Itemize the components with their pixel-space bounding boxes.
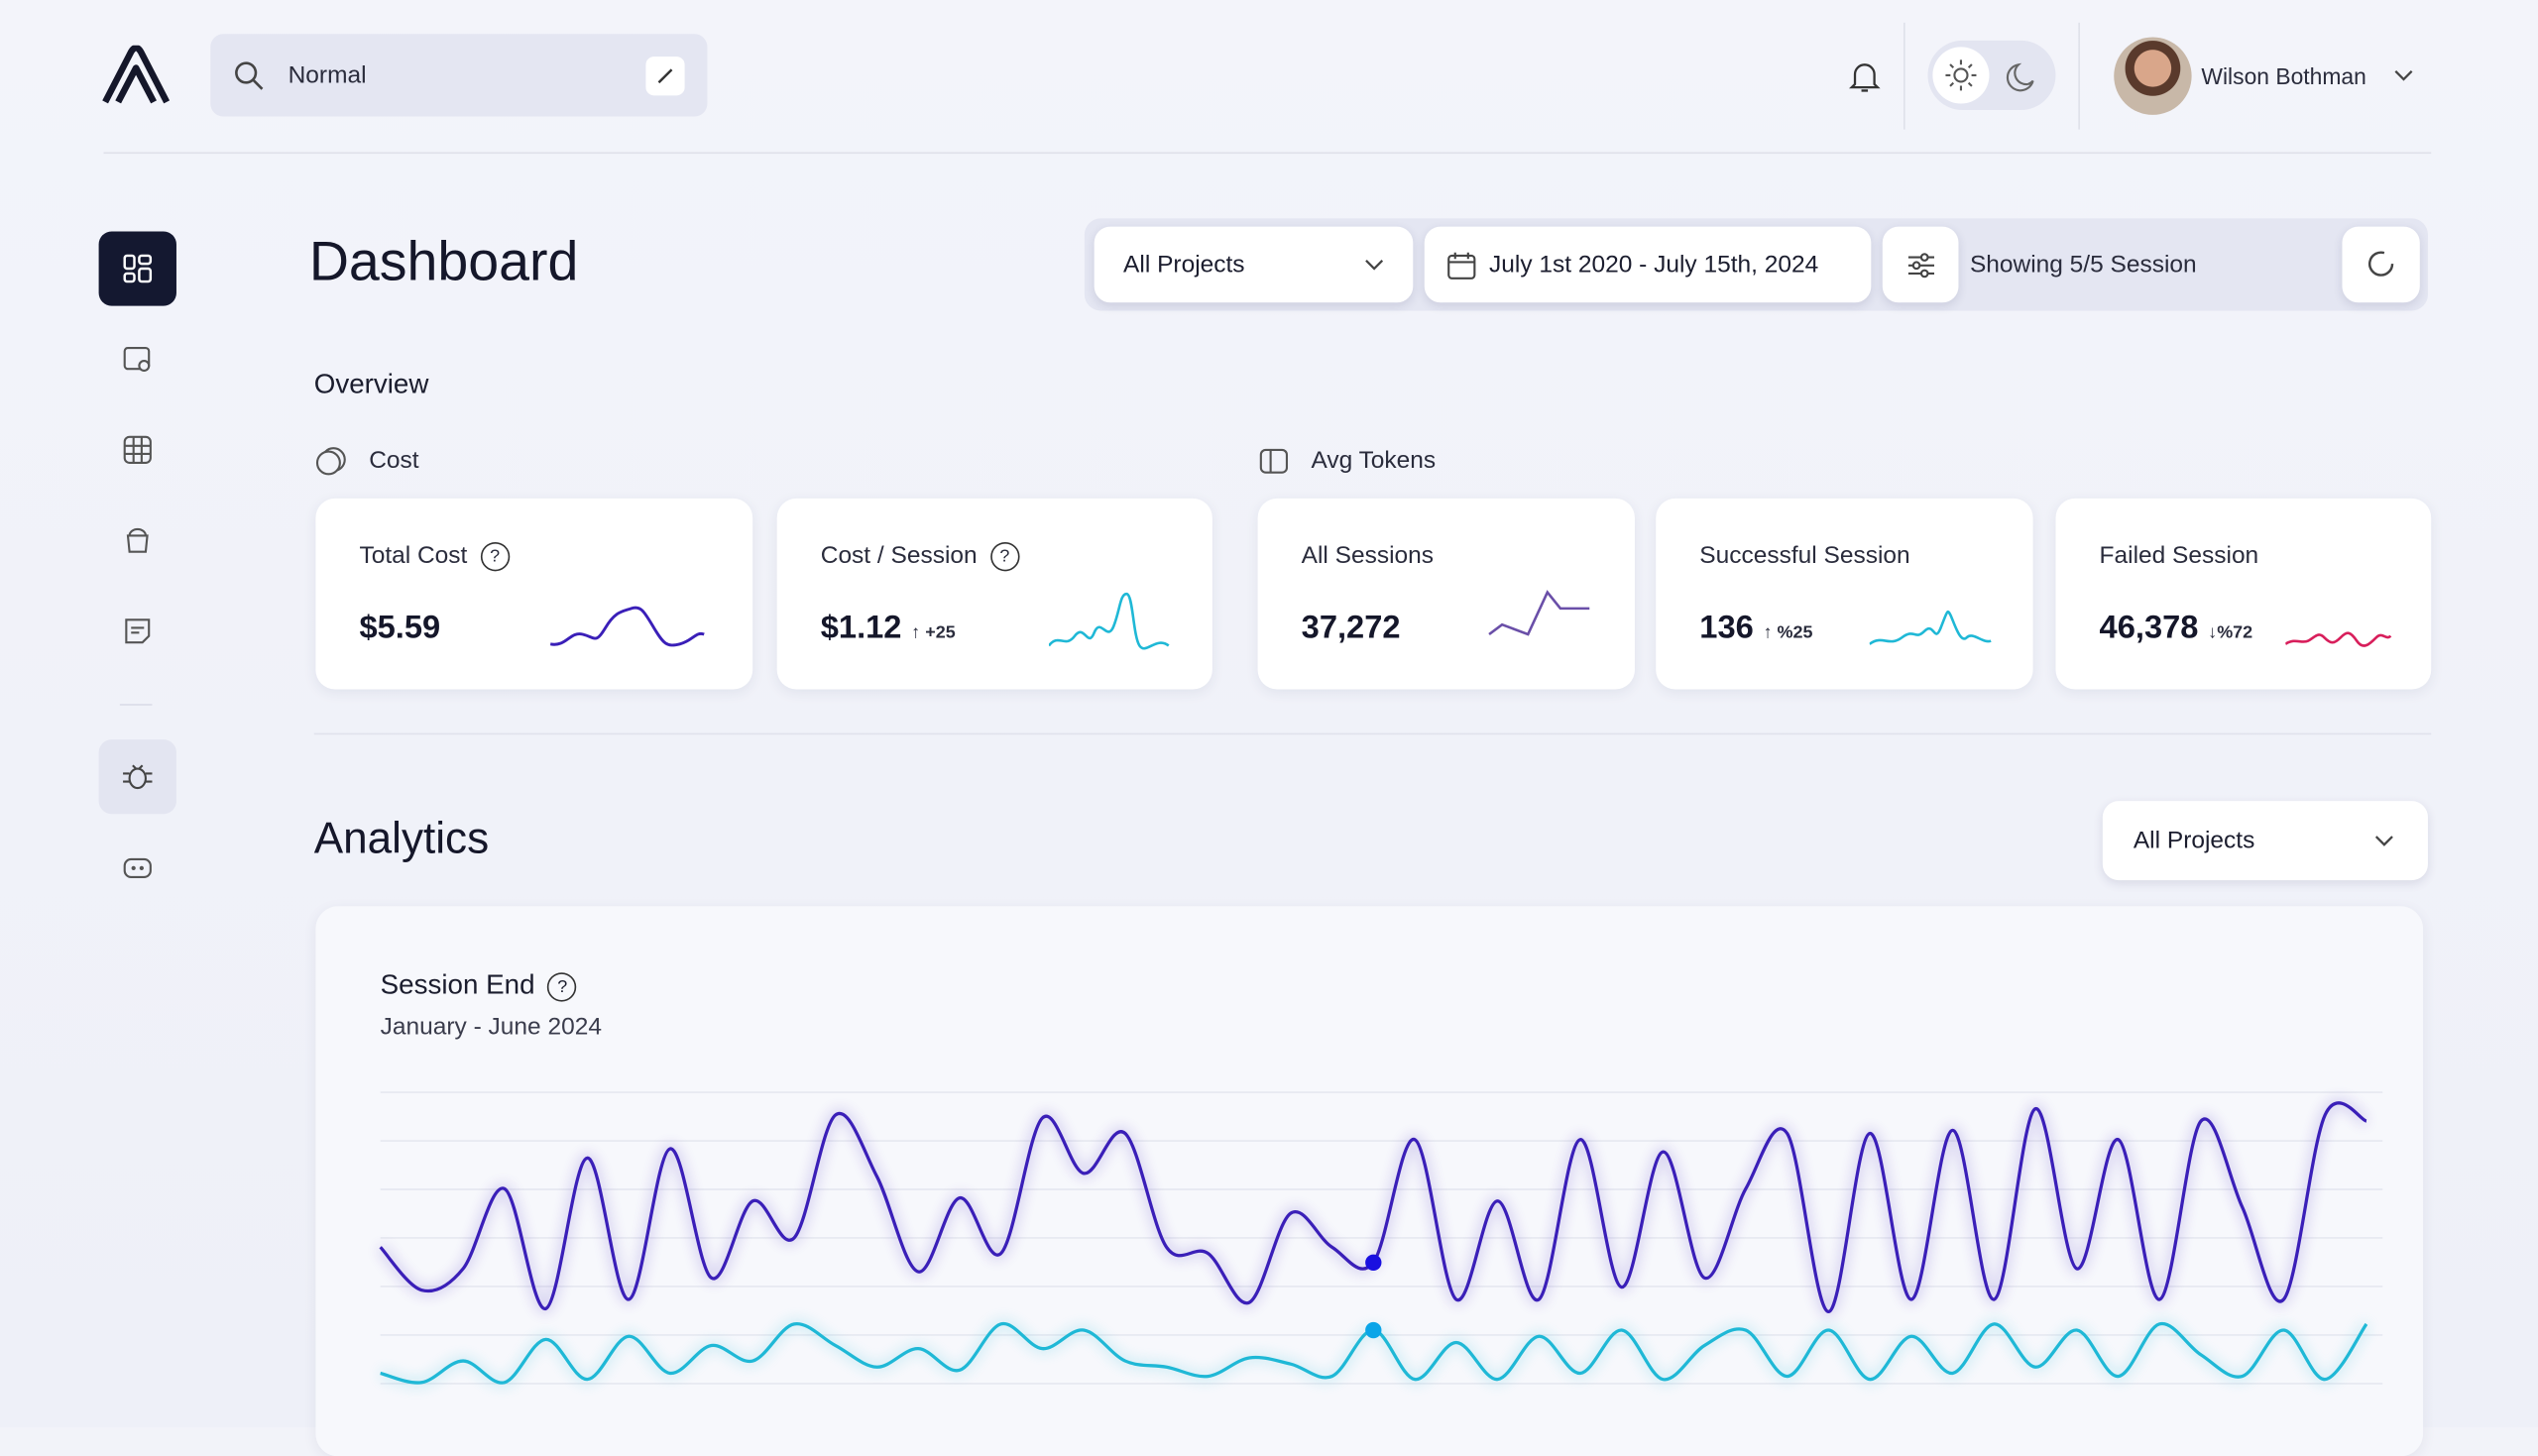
tokens-icon: [1259, 448, 1289, 474]
nav-debug[interactable]: [98, 739, 176, 815]
edit-button[interactable]: [645, 56, 685, 96]
card-value: 37,272: [1301, 610, 1401, 646]
nav-divider: [119, 704, 153, 706]
card-value: $1.12 ↑ +25: [821, 611, 956, 648]
card-label: Total Cost?: [359, 541, 510, 572]
sparkline: [2285, 631, 2392, 647]
nav-community[interactable]: [99, 831, 176, 905]
user-name[interactable]: Wilson Bothman: [2201, 62, 2366, 89]
nav-grid[interactable]: [99, 412, 176, 487]
sparkline: [1488, 590, 1590, 636]
stat-card[interactable]: Cost / Session? $1.12 ↑ +25: [776, 498, 1212, 690]
card-change: ↑ %25: [1763, 622, 1813, 643]
stat-card[interactable]: Failed Session 46,378 ↓%72: [2055, 498, 2432, 690]
date-range-text: July 1st 2020 - July 15th, 2024: [1489, 251, 1819, 279]
card-label: Successful Session: [1699, 541, 1910, 570]
card-change-text: %25: [1777, 622, 1813, 643]
stat-card[interactable]: Successful Session 136 ↑ %25: [1656, 498, 2033, 690]
divider: [1903, 22, 1905, 130]
date-range[interactable]: July 1st 2020 - July 15th, 2024: [1424, 226, 1872, 303]
header-divider: [103, 152, 2432, 155]
analytics-project-select[interactable]: All Projects: [2102, 801, 2428, 881]
divider: [2078, 22, 2080, 130]
filter-button[interactable]: [1882, 226, 1959, 303]
avatar[interactable]: [2114, 37, 2192, 115]
line-glow: [376, 1098, 2369, 1317]
card-label-text: Total Cost: [359, 541, 468, 570]
tokens-group-label: Avg Tokens: [1311, 446, 1437, 475]
hover-point: [1365, 1254, 1382, 1271]
card-change-text: %72: [2217, 622, 2253, 643]
user-menu-chevron[interactable]: [2392, 64, 2415, 87]
card-label: Cost / Session?: [820, 541, 1020, 572]
card-change: ↑ +25: [911, 622, 956, 643]
project-select[interactable]: All Projects: [1094, 226, 1414, 303]
sparkline: [550, 606, 705, 647]
cost-group-label: Cost: [369, 446, 419, 475]
card-label: Failed Session: [2099, 541, 2259, 570]
nav-notes[interactable]: [99, 594, 176, 668]
series-line: [379, 1101, 2367, 1314]
card-value-text: $1.12: [820, 610, 902, 646]
card-change-text: +25: [925, 622, 956, 643]
chart-title: Session End?: [381, 969, 577, 1002]
card-value: $5.59: [359, 610, 441, 646]
chart-title-text: Session End: [380, 968, 535, 1000]
session-count: Showing 5/5 Session: [1969, 251, 2197, 279]
refresh-button[interactable]: [2342, 226, 2420, 303]
notification-icon[interactable]: [1848, 59, 1881, 95]
search-icon: [235, 61, 264, 90]
nav-dashboard[interactable]: [98, 231, 176, 306]
search-text: Normal: [288, 61, 367, 89]
logo[interactable]: [100, 45, 172, 107]
card-value: 136 ↑ %25: [1699, 611, 1812, 648]
stat-card[interactable]: Total Cost? $5.59: [315, 498, 753, 690]
card-value-text: 136: [1699, 610, 1754, 646]
nav-sessions[interactable]: [99, 322, 176, 396]
chart-card: [315, 906, 2424, 1456]
sparkline: [1048, 592, 1170, 650]
stat-card[interactable]: All Sessions 37,272: [1257, 498, 1635, 690]
search-box[interactable]: Normal: [210, 34, 708, 117]
sparkline: [1869, 611, 1992, 645]
hover-point: [1365, 1321, 1382, 1339]
card-value-text: 46,378: [2099, 610, 2199, 646]
card-label-text: Cost / Session: [820, 541, 978, 570]
series-line: [380, 1322, 2368, 1385]
card-change: ↓%72: [2208, 622, 2253, 643]
card-value: 46,378 ↓%72: [2100, 611, 2253, 648]
page-title: Dashboard: [308, 231, 579, 293]
chart-subtitle: January - June 2024: [380, 1013, 602, 1041]
card-label: All Sessions: [1301, 541, 1435, 570]
section-divider: [313, 732, 2432, 735]
analytics-project-text: All Projects: [2133, 827, 2255, 855]
overview-title: Overview: [313, 369, 429, 400]
project-select-text: All Projects: [1123, 251, 1245, 279]
theme-toggle[interactable]: [1927, 40, 2056, 111]
nav-storage[interactable]: [99, 504, 176, 578]
analytics-title: Analytics: [313, 814, 490, 863]
cost-icon: [315, 447, 346, 476]
